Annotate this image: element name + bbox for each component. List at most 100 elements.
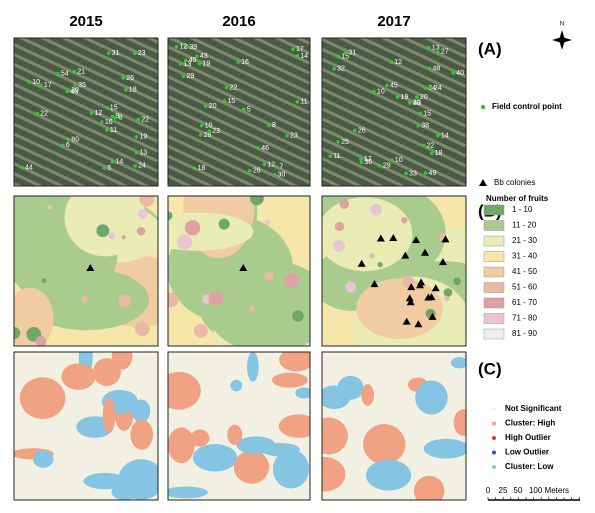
fruit-map bbox=[167, 195, 311, 347]
cluster-zone bbox=[190, 429, 210, 447]
legend-label: 41 - 50 bbox=[512, 267, 537, 276]
point-label: 48 bbox=[433, 65, 441, 72]
surface-spot bbox=[137, 208, 148, 219]
surface-spot bbox=[47, 205, 52, 210]
point-label: 24 bbox=[434, 85, 442, 92]
point-label: 9 bbox=[115, 113, 119, 120]
cluster-zone bbox=[111, 352, 133, 370]
cluster-zone bbox=[415, 380, 448, 415]
legend-swatch bbox=[492, 407, 496, 411]
point-label: 45 bbox=[189, 57, 197, 64]
control-point bbox=[39, 83, 43, 88]
bb-colony bbox=[431, 284, 440, 292]
legend-swatch bbox=[492, 450, 496, 455]
scale-label: 25 bbox=[499, 486, 508, 495]
cluster-zone bbox=[233, 450, 270, 484]
control-point bbox=[133, 164, 137, 168]
cluster-map bbox=[321, 351, 467, 501]
cluster-zone bbox=[168, 427, 195, 464]
surface-spot bbox=[369, 252, 375, 259]
control-point bbox=[134, 150, 139, 155]
control-point bbox=[72, 69, 77, 74]
control-point bbox=[423, 86, 428, 90]
surface-spot bbox=[292, 310, 304, 322]
cluster-zone bbox=[279, 352, 310, 372]
control-point bbox=[197, 61, 202, 66]
surface-spot bbox=[400, 216, 408, 224]
point-label: 54 bbox=[61, 71, 69, 78]
cluster-zone bbox=[451, 357, 466, 369]
control-point bbox=[274, 165, 279, 169]
cluster-zone bbox=[365, 459, 412, 491]
point-label: 31 bbox=[349, 50, 357, 57]
point-label: 17 bbox=[44, 82, 52, 89]
legend-swatch bbox=[483, 282, 505, 293]
point-label: 13 bbox=[432, 44, 440, 51]
legend-label: 71 - 80 bbox=[512, 314, 537, 323]
legend-label: Low Outlier bbox=[505, 448, 549, 457]
cluster-zone bbox=[272, 449, 310, 489]
cluster-zone bbox=[168, 486, 208, 499]
control-point bbox=[66, 137, 71, 142]
cluster-zone bbox=[130, 419, 154, 450]
point-label: 24 bbox=[138, 163, 146, 170]
control-point bbox=[124, 88, 128, 92]
point-label: 12 bbox=[267, 161, 275, 168]
control-point bbox=[183, 58, 188, 63]
control-point bbox=[426, 45, 431, 50]
point-label: 12 bbox=[180, 44, 188, 51]
surface-spot bbox=[81, 295, 88, 303]
control-point bbox=[389, 60, 394, 64]
point-label: 20 bbox=[413, 99, 421, 106]
control-point bbox=[256, 146, 260, 151]
fruit-surface bbox=[168, 196, 310, 346]
fruit-map bbox=[13, 195, 159, 347]
legend-label: Field control point bbox=[492, 102, 562, 111]
point-label: 26 bbox=[358, 127, 366, 134]
point-label: 35 bbox=[78, 82, 86, 89]
fruit-map bbox=[321, 195, 467, 347]
point-label: 22 bbox=[229, 84, 237, 91]
point-label: 17 bbox=[364, 156, 372, 163]
control-point bbox=[192, 166, 197, 170]
control-point bbox=[195, 54, 199, 59]
control-point bbox=[61, 143, 65, 148]
control-point bbox=[395, 95, 400, 99]
surface-spot bbox=[444, 295, 450, 302]
control-point bbox=[262, 162, 267, 167]
bb-colony bbox=[412, 236, 421, 244]
surface-zone bbox=[64, 196, 146, 257]
map-frame bbox=[167, 195, 311, 347]
point-label: 22 bbox=[427, 142, 435, 149]
control-point bbox=[390, 158, 394, 163]
point-label: 5 bbox=[107, 165, 111, 172]
surface-spot bbox=[139, 196, 155, 207]
control-point bbox=[295, 54, 300, 58]
point-label: 39 bbox=[189, 44, 197, 51]
control-point bbox=[436, 133, 440, 138]
point-label: 7 bbox=[279, 164, 283, 171]
point-label: 26 bbox=[126, 75, 134, 82]
map-frame bbox=[321, 351, 467, 501]
legend-label: Bb colonies bbox=[494, 178, 535, 187]
control-point bbox=[385, 83, 389, 88]
point-label: 29 bbox=[383, 163, 391, 170]
legend-swatch bbox=[483, 266, 505, 278]
bb-colony bbox=[414, 320, 423, 328]
point-label: 8 bbox=[272, 122, 276, 129]
point-label: 14 bbox=[300, 53, 308, 60]
point-label: 32 bbox=[337, 66, 345, 73]
legend-label: 81 - 90 bbox=[512, 329, 537, 338]
scale-label: 100 Meters bbox=[529, 486, 569, 495]
control-point bbox=[65, 89, 70, 94]
surface-spot bbox=[284, 273, 300, 288]
point-label: 23 bbox=[290, 133, 298, 140]
legend-label: Cluster: High bbox=[505, 419, 555, 428]
control-point bbox=[415, 95, 419, 100]
surface-zone bbox=[356, 278, 443, 340]
legend-label: 21 - 30 bbox=[512, 236, 537, 245]
surface-spot bbox=[333, 240, 345, 252]
surface-spot bbox=[41, 278, 47, 283]
surface-spot bbox=[96, 224, 110, 238]
